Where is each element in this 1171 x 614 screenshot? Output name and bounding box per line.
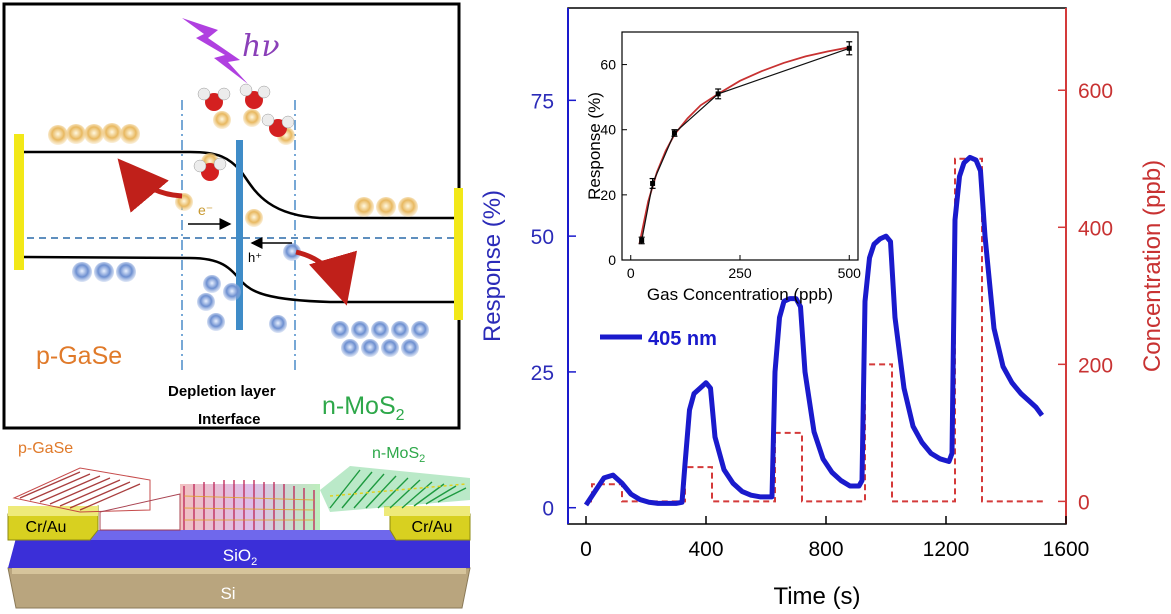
main-x-ticks: 0 400 800 1200 1600	[580, 516, 1089, 561]
main-y2-axis-label: Concentration (ppb)	[1139, 160, 1166, 372]
x-tick-label: 1600	[1043, 538, 1090, 561]
main-x-axis-label: Time (s)	[773, 583, 860, 610]
left-contact-label: Cr/Au	[26, 519, 67, 536]
n-mos2-subscript: 2	[396, 407, 405, 424]
inset-y-axis-label: Response (%)	[585, 92, 604, 200]
y2-tick-label: 0	[1078, 491, 1090, 514]
inset-data-point	[846, 45, 852, 51]
electron-label: e⁻	[198, 202, 213, 218]
hole-label: h⁺	[248, 250, 262, 265]
inset-plot-frame	[621, 31, 859, 261]
device-p-gase-label: p-GaSe	[18, 440, 73, 457]
electron-transfer-arrow	[117, 158, 183, 213]
mos2-flake	[320, 466, 470, 512]
x-tick-label: 800	[808, 538, 843, 561]
inset-x-ticks: 0 250 500	[627, 255, 861, 281]
hole-transfer-arrow	[295, 249, 358, 306]
y2-tick-label: 400	[1078, 217, 1113, 240]
inset-y-tick-label: 0	[608, 252, 616, 268]
inset-x-tick-label: 0	[627, 265, 635, 281]
device-n-mos2-label: n-MoS2	[372, 445, 425, 465]
device-n-mos2-subscript: 2	[419, 453, 425, 465]
main-series-group	[583, 154, 1045, 507]
photon-label: hν	[242, 29, 280, 64]
heterojunction-lattice	[180, 480, 320, 530]
y2-tick-label: 200	[1078, 354, 1113, 377]
p-gase-label: p-GaSe	[36, 342, 122, 370]
inset-y-tick-label: 60	[600, 57, 616, 73]
y-tick-label: 25	[531, 362, 554, 385]
right-contact-label: Cr/Au	[412, 519, 453, 536]
hole-cluster-interface	[197, 243, 301, 333]
inset-x-axis-label: Gas Concentration (ppb)	[647, 285, 833, 304]
interface-label: Interface	[198, 411, 261, 428]
hole-cluster-n	[331, 321, 429, 357]
x-tick-label: 1200	[923, 538, 970, 561]
inset-data-point	[671, 130, 677, 136]
response-series-line	[583, 154, 1045, 507]
inset-x-tick-label: 500	[838, 265, 862, 281]
inset-y-tick-label: 20	[600, 187, 616, 203]
y-tick-label: 0	[542, 498, 554, 521]
inset-x-tick-label: 250	[728, 265, 752, 281]
legend-label: 405 nm	[648, 328, 717, 350]
inset-series-group	[638, 41, 853, 245]
n-mos2-label: n-MoS2	[322, 392, 405, 424]
lightning-bolt-icon	[182, 18, 248, 84]
main-y-axis-label: Response (%)	[479, 190, 506, 342]
inset-y-tick-label: 40	[600, 122, 616, 138]
hole-cluster-p	[72, 262, 136, 282]
sio2-layer	[8, 538, 470, 568]
y-tick-label: 50	[531, 226, 554, 249]
inset-data-point	[639, 237, 645, 243]
device-illustration: Si SiO2 Cr/Au Cr/Au p-GaSe n-MoS2	[7, 440, 471, 609]
y2-tick-label: 600	[1078, 80, 1113, 103]
y-tick-label: 75	[531, 90, 554, 113]
interface-bar	[236, 140, 243, 330]
sio2-subscript: 2	[251, 556, 257, 568]
x-tick-label: 400	[688, 538, 723, 561]
electron-cluster-n	[354, 197, 418, 217]
inset-y-ticks: 0 20 40 60	[600, 57, 627, 268]
inset-data-point	[650, 180, 656, 186]
right-contact-bar	[454, 188, 463, 320]
left-contact-bar	[14, 134, 24, 270]
band-diagram-panel: hν e⁻	[2, 2, 463, 430]
x-tick-label: 0	[580, 538, 592, 561]
water-molecule-icon	[193, 83, 295, 181]
sio2-label: SiO2	[223, 546, 257, 568]
electron-cluster-p	[48, 123, 140, 145]
main-y-ticks: 0 25 50 75	[531, 90, 576, 521]
main-y2-ticks: 0 200 400 600	[1058, 80, 1113, 514]
inset-data-point	[715, 91, 721, 97]
si-label: Si	[220, 584, 235, 603]
depletion-layer-label: Depletion layer	[168, 383, 276, 400]
